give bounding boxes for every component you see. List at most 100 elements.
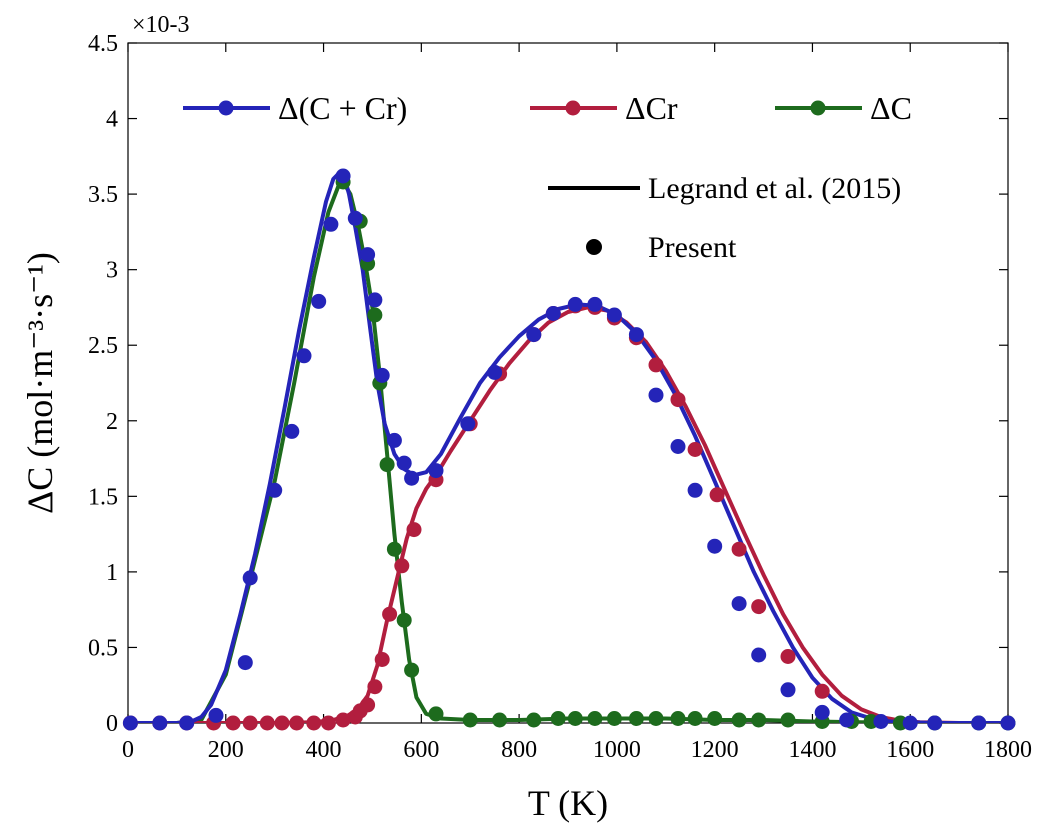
series-marker-0 bbox=[360, 247, 376, 263]
svg-text:Legrand et al. (2015): Legrand et al. (2015) bbox=[648, 172, 901, 205]
series-marker-0 bbox=[460, 416, 476, 432]
series-marker-0 bbox=[707, 538, 723, 554]
x-tick-label: 1800 bbox=[984, 737, 1032, 763]
series-marker-0 bbox=[587, 296, 603, 312]
series-marker-1 bbox=[374, 652, 390, 667]
x-tick-label: 1000 bbox=[593, 737, 641, 763]
series-marker-0 bbox=[428, 463, 444, 479]
series-marker-0 bbox=[927, 715, 943, 731]
series-marker-0 bbox=[567, 296, 583, 312]
series-marker-1 bbox=[670, 392, 686, 408]
series-marker-2 bbox=[751, 712, 767, 728]
x-tick-label: 800 bbox=[501, 737, 537, 763]
y-axis-title: ΔC (mol·m⁻³·s⁻¹) bbox=[20, 252, 60, 514]
series-marker-0 bbox=[323, 216, 339, 232]
series-marker-0 bbox=[780, 682, 796, 698]
legend-entry-cr: ΔCr bbox=[530, 90, 678, 126]
series-marker-0 bbox=[545, 306, 561, 321]
series-marker-0 bbox=[122, 715, 138, 731]
series-marker-1 bbox=[406, 522, 422, 538]
series-marker-2 bbox=[550, 711, 566, 726]
series-marker-1 bbox=[731, 541, 747, 557]
series-marker-2 bbox=[567, 711, 583, 726]
x-tick-label: 400 bbox=[306, 737, 342, 763]
svg-text:Present: Present bbox=[648, 231, 737, 264]
series-marker-1 bbox=[751, 599, 767, 615]
series-marker-1 bbox=[274, 715, 290, 731]
y-tick-label: 4.5 bbox=[88, 31, 118, 57]
legend-entry-reference: Legrand et al. (2015) bbox=[548, 172, 901, 205]
series-marker-0 bbox=[242, 570, 258, 586]
series-marker-1 bbox=[335, 712, 351, 728]
series-marker-2 bbox=[628, 711, 644, 726]
series-marker-1 bbox=[225, 715, 241, 731]
svg-text:Δ(C + Cr): Δ(C + Cr) bbox=[278, 90, 407, 126]
series-marker-0 bbox=[839, 712, 855, 728]
series-marker-2 bbox=[687, 711, 703, 726]
y-tick-label: 1.5 bbox=[88, 484, 118, 510]
series-marker-2 bbox=[492, 712, 508, 728]
legend-entry-present: Present bbox=[586, 231, 737, 264]
series-marker-0 bbox=[1000, 715, 1016, 731]
legend-entry-total: Δ(C + Cr) bbox=[183, 90, 407, 126]
y-tick-label: 0.5 bbox=[88, 635, 118, 661]
series-marker-0 bbox=[902, 715, 918, 731]
y-tick-label: 3 bbox=[106, 258, 118, 284]
series-marker-0 bbox=[404, 470, 420, 486]
series-marker-1 bbox=[320, 715, 336, 731]
series-marker-0 bbox=[487, 364, 503, 380]
series-marker-0 bbox=[731, 596, 747, 612]
series-marker-2 bbox=[367, 307, 383, 323]
y-tick-label: 1 bbox=[106, 560, 118, 586]
svg-text:ΔC: ΔC bbox=[870, 90, 912, 126]
series-marker-1 bbox=[289, 715, 305, 731]
x-tick-label: 200 bbox=[208, 737, 244, 763]
series-marker-2 bbox=[386, 541, 402, 557]
series-marker-1 bbox=[709, 487, 725, 503]
series-marker-0 bbox=[648, 387, 664, 403]
series-marker-0 bbox=[284, 423, 300, 439]
series-marker-0 bbox=[396, 455, 412, 471]
series-marker-0 bbox=[296, 348, 312, 364]
series-marker-2 bbox=[428, 706, 444, 722]
series-marker-0 bbox=[311, 293, 327, 309]
series-marker-2 bbox=[462, 712, 478, 728]
plot-area bbox=[127, 42, 1009, 724]
series-marker-1 bbox=[382, 606, 398, 622]
series-marker-0 bbox=[347, 210, 363, 226]
series-marker-1 bbox=[367, 679, 383, 695]
series-marker-0 bbox=[670, 439, 686, 454]
y-tick-label: 0 bbox=[106, 711, 118, 737]
series-marker-2 bbox=[606, 711, 622, 726]
x-tick-label: 600 bbox=[403, 737, 439, 763]
series-line-0 bbox=[128, 171, 1008, 723]
series-marker-1 bbox=[360, 697, 376, 713]
series-marker-1 bbox=[687, 442, 703, 457]
x-tick-label: 1200 bbox=[691, 737, 739, 763]
y-tick-label: 2.5 bbox=[88, 333, 118, 359]
series-marker-2 bbox=[707, 711, 723, 726]
series-marker-2 bbox=[379, 457, 395, 473]
series-marker-0 bbox=[687, 482, 703, 498]
series-marker-2 bbox=[731, 712, 747, 728]
series-marker-2 bbox=[404, 662, 420, 678]
series-marker-1 bbox=[814, 683, 830, 699]
series-marker-0 bbox=[335, 168, 351, 184]
series-marker-1 bbox=[780, 649, 796, 664]
series-marker-2 bbox=[780, 712, 796, 728]
x-tick-label: 0 bbox=[122, 737, 134, 763]
x-tick-label: 1400 bbox=[788, 737, 836, 763]
y-tick-label: 4 bbox=[106, 107, 118, 133]
series-marker-2 bbox=[670, 711, 686, 726]
series-marker-0 bbox=[367, 292, 383, 308]
series-marker-0 bbox=[606, 307, 622, 323]
series-marker-1 bbox=[648, 357, 664, 373]
y-tick-label: 2 bbox=[106, 409, 118, 435]
series-line-2 bbox=[128, 180, 1008, 723]
y-tick-label: 3.5 bbox=[88, 182, 118, 208]
y-multiplier-label: ×10-3 bbox=[132, 12, 190, 38]
svg-text:T (K): T (K) bbox=[528, 783, 608, 823]
svg-text:ΔC (mol·m⁻³·s⁻¹): ΔC (mol·m⁻³·s⁻¹) bbox=[20, 252, 60, 514]
series-marker-0 bbox=[179, 715, 195, 731]
